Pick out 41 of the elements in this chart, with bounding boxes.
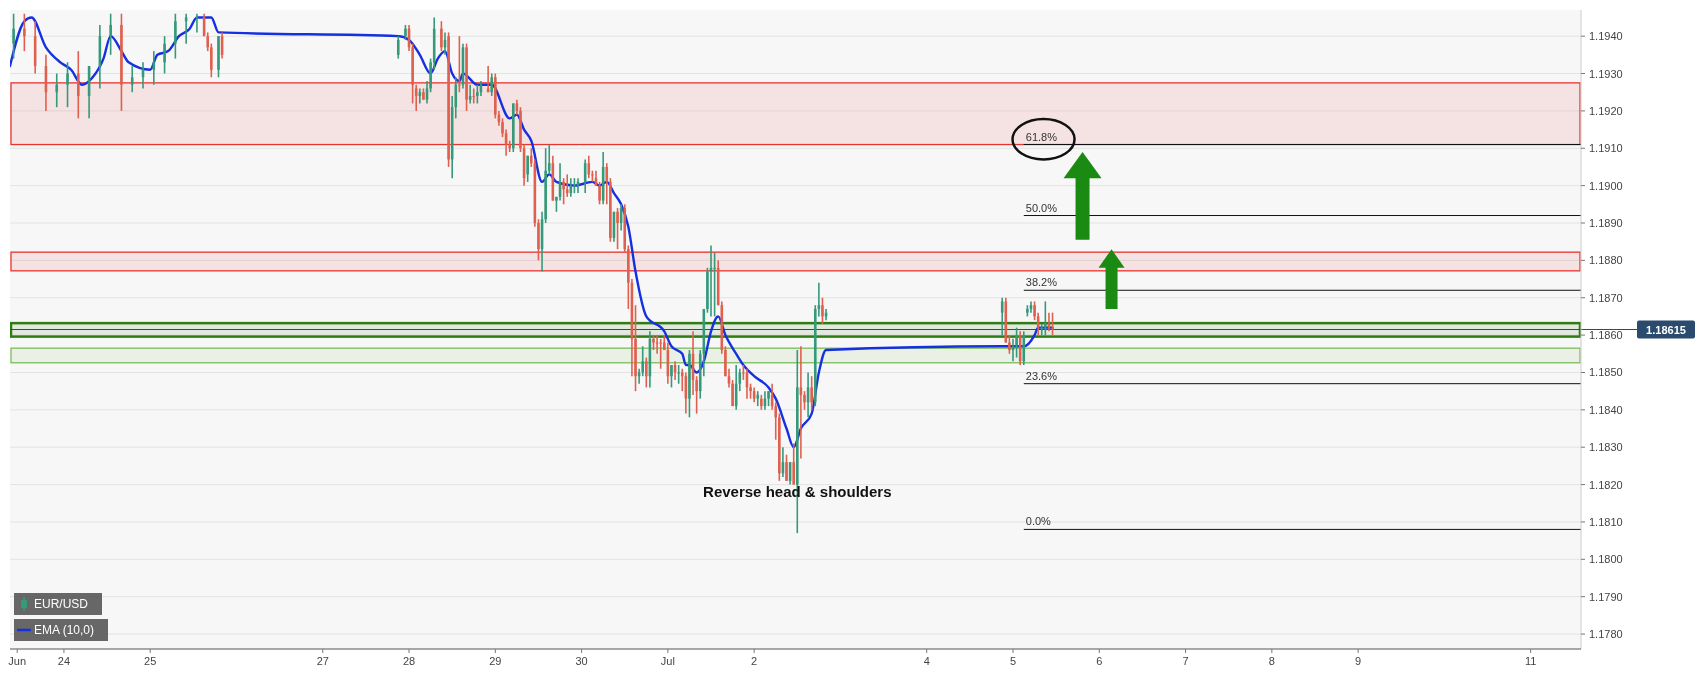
annotation: 38.2% — [1025, 276, 1058, 289]
x-tick-label: 9 — [1355, 655, 1362, 667]
x-tick-label: 24 — [57, 655, 71, 667]
y-tick-label: 1.1900 — [1589, 179, 1623, 192]
y-tick-label: 1.1840 — [1589, 403, 1623, 416]
x-tick-label: 30 — [575, 655, 588, 667]
y-tick-label: 1.1850 — [1589, 366, 1623, 379]
x-tick-label: 8 — [1268, 655, 1275, 667]
y-tick-label: 1.1790 — [1589, 590, 1623, 603]
x-tick-label: Jul — [660, 655, 675, 667]
annotation: 61.8% — [1025, 130, 1058, 143]
ref-line-label: 1.18615 — [1646, 323, 1686, 336]
annotation: 0.0% — [1025, 515, 1052, 528]
x-tick-label: 27 — [316, 655, 329, 667]
y-tick-label: 1.1800 — [1589, 553, 1623, 566]
x-tick-label: 11 — [1524, 655, 1537, 667]
legend-label: EMA (10,0) — [34, 623, 95, 637]
y-tick-label: 1.1820 — [1589, 478, 1623, 491]
x-tick-label: 2 — [751, 655, 758, 667]
y-tick-label: 1.1780 — [1589, 628, 1623, 641]
y-tick-label: 1.1890 — [1589, 217, 1623, 229]
x-tick-label: 6 — [1096, 655, 1103, 667]
y-tick-label: 1.1860 — [1589, 329, 1623, 342]
annotation: 23.6% — [1025, 369, 1058, 382]
legend-label: EUR/USD — [34, 597, 89, 611]
x-tick-label: 25 — [144, 655, 157, 667]
y-tick-label: 1.1910 — [1589, 142, 1623, 155]
x-tick-label: 28 — [402, 655, 416, 667]
y-tick-label: 1.1940 — [1589, 30, 1623, 43]
x-tick-label: Jun — [8, 655, 27, 667]
y-tick-label: 1.1930 — [1589, 67, 1623, 80]
y-tick-label: 1.1920 — [1589, 104, 1623, 117]
y-tick-label: 1.1810 — [1589, 515, 1623, 528]
annotation: 50.0% — [1025, 201, 1058, 214]
x-tick-label: 4 — [923, 655, 930, 667]
y-tick-label: 1.1870 — [1589, 291, 1623, 304]
x-tick-label: 5 — [1009, 655, 1017, 667]
y-tick-label: 1.1830 — [1589, 441, 1623, 454]
x-tick-label: 29 — [489, 655, 502, 667]
y-tick-label: 1.1880 — [1589, 254, 1623, 267]
x-tick-label: 7 — [1182, 655, 1189, 667]
